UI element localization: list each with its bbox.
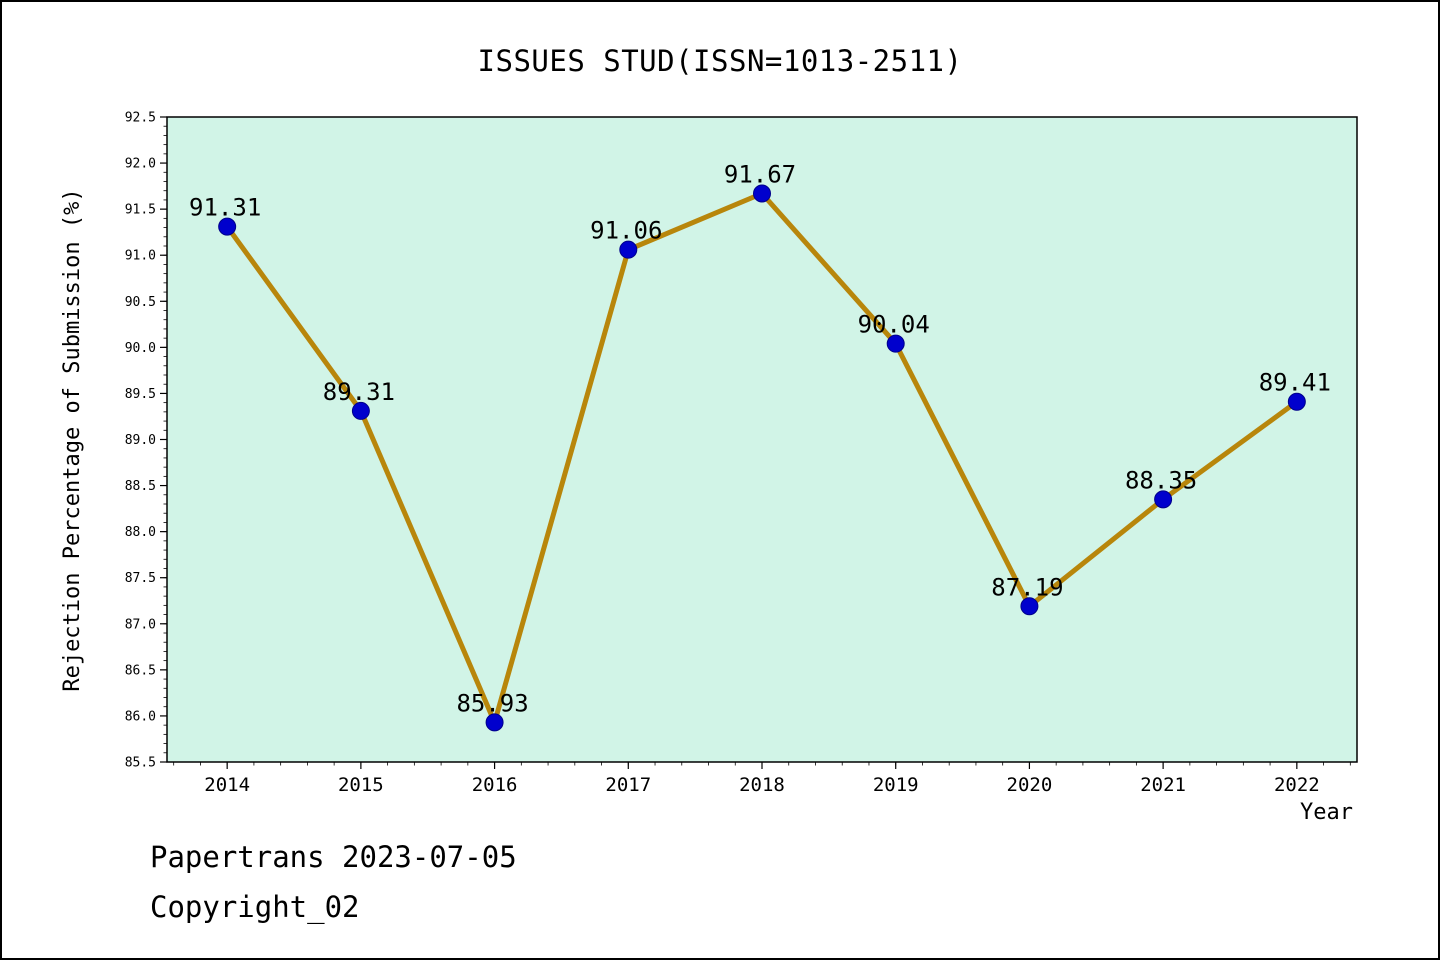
footer-copyright: Copyright_02 [150,890,360,924]
point-label: 89.41 [1259,369,1331,397]
chart-title: ISSUES STUD(ISSN=1013-2511) [477,44,963,78]
point-label: 89.31 [323,378,395,406]
x-tick-label: 2020 [1007,774,1053,796]
plot-border [166,116,1358,763]
x-axis-label: Year [1300,800,1353,825]
x-tick-label: 2019 [873,774,919,796]
y-tick-label: 87.5 [125,571,156,586]
x-tick-label: 2014 [204,774,250,796]
data-point [351,401,370,420]
x-tick-label: 2021 [1140,774,1186,796]
x-tick-label: 2015 [338,774,384,796]
footer-source-date: Papertrans 2023-07-05 [150,840,517,874]
data-point [485,713,504,732]
data-point [1154,490,1173,509]
data-point [619,240,638,259]
data-point [753,184,771,203]
y-tick-label: 92.0 [125,157,156,172]
point-label: 91.06 [590,217,662,245]
data-point [1287,392,1306,411]
y-tick-label: 85.5 [125,756,156,771]
point-label: 90.04 [858,311,930,339]
y-tick-label: 92.5 [125,111,156,126]
y-tick-label: 91.5 [125,203,156,218]
x-tick-label: 2017 [605,774,651,796]
point-label: 85.93 [456,689,528,717]
y-tick-label: 86.0 [125,709,156,724]
x-tick-label: 2018 [739,774,785,796]
x-tick-label: 2016 [472,774,518,796]
x-tick-label: 2022 [1274,774,1320,796]
y-tick-label: 90.0 [125,341,156,356]
point-label: 88.35 [1125,466,1197,494]
point-label: 91.31 [189,194,261,222]
y-tick-label: 91.0 [125,249,156,264]
data-point [218,217,237,236]
point-label: 91.67 [724,160,796,188]
data-point [1020,597,1039,616]
data-point [886,334,905,353]
y-tick-label: 90.5 [125,295,156,310]
point-label: 87.19 [991,573,1063,601]
y-tick-label: 88.5 [125,479,156,494]
y-tick-label: 89.0 [125,433,156,448]
y-tick-label: 88.0 [125,525,156,540]
y-tick-label: 87.0 [125,617,156,632]
y-tick-label: 86.5 [125,663,156,678]
y-tick-label: 89.5 [125,387,156,402]
plot-area [167,117,1357,762]
